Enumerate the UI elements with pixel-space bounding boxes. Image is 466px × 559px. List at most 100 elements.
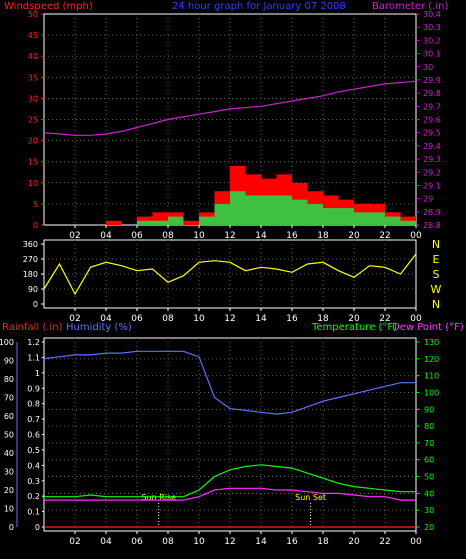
climate-time-tick-label: 02: [69, 537, 80, 547]
rainfall-y-tick-label: 0.1: [27, 508, 40, 517]
climate-time-tick-label: 12: [224, 537, 235, 547]
humidity-y-tick-label: 20: [4, 486, 14, 495]
temperature-y-tick-label: 110: [424, 372, 439, 381]
wind-y-tick-label: 25: [28, 116, 38, 125]
wind-time-tick-label: 02: [69, 231, 80, 241]
wind-gust-bar: [183, 220, 199, 225]
wind-time-tick-label: 10: [193, 231, 205, 241]
direction-compass-label: N: [432, 238, 440, 251]
wind-time-tick-label: 20: [348, 231, 360, 241]
direction-time-tick-label: 10: [193, 314, 205, 324]
temperature-axis-label: Temperature (°F): [311, 322, 397, 333]
wind-y-tick-label: 20: [28, 137, 38, 146]
temperature-y-tick-label: 20: [424, 523, 434, 532]
direction-time-tick-label: 18: [317, 314, 329, 324]
direction-degree-label: 360: [23, 240, 38, 249]
wind-direction-line: [43, 253, 417, 296]
direction-degree-label: 90: [28, 285, 38, 294]
rainfall-y-tick-label: 0.7: [27, 415, 40, 424]
wind-average-bar: [168, 216, 184, 225]
wind-average-bar: [338, 208, 354, 225]
direction-degree-label: 0: [33, 300, 38, 309]
direction-compass-label: N: [432, 298, 440, 311]
wind-y-tick-label: 40: [28, 52, 38, 61]
humidity-y-tick-label: 30: [4, 468, 14, 477]
sun-event-label: Sun Rise: [141, 493, 176, 502]
humidity-line: [43, 350, 416, 415]
humidity-y-tick-label: 90: [4, 357, 14, 366]
wind-average-bar: [292, 199, 308, 225]
direction-compass-label: E: [433, 253, 440, 266]
rainfall-y-tick-label: 1: [35, 369, 40, 378]
climate-time-tick-label: 08: [162, 537, 174, 547]
humidity-axis-label: Humidity (%): [66, 322, 132, 333]
temperature-y-tick-label: 70: [424, 439, 434, 448]
direction-compass-label: W: [431, 283, 442, 296]
barometer-line: [43, 80, 417, 136]
wind-time-tick-label: 16: [286, 231, 298, 241]
wind-time-tick-label: 04: [100, 231, 112, 241]
wind-time-tick-label: 08: [162, 231, 174, 241]
baro-y-tick-label: 29.2: [423, 168, 441, 177]
direction-time-tick-label: 04: [100, 314, 112, 324]
baro-y-tick-label: 30.1: [423, 50, 441, 59]
wind-y-tick-label: 45: [28, 31, 38, 40]
direction-time-tick-label: 02: [69, 314, 80, 324]
rainfall-y-tick-label: 0.3: [27, 477, 40, 486]
temperature-y-tick-label: 50: [424, 473, 434, 482]
rainfall-y-tick-label: 0.8: [27, 400, 40, 409]
rainfall-y-tick-label: 0.6: [27, 431, 40, 440]
wind-average-bar: [137, 220, 153, 225]
wind-gust-bar: [106, 220, 122, 225]
wind-average-bar: [400, 220, 416, 225]
direction-degree-label: 180: [23, 270, 38, 279]
direction-time-tick-label: 20: [348, 314, 360, 324]
rainfall-y-tick-label: 0.9: [27, 384, 40, 393]
wind-time-tick-label: 12: [224, 231, 235, 241]
baro-y-tick-label: 29.5: [423, 129, 441, 138]
temperature-y-tick-label: 130: [424, 338, 439, 347]
direction-chart: 0 N 90 W 180 S 270 E 360 N 02 04 06 08 10 12 14 16 18 20 22 0…: [23, 238, 442, 324]
wind-average-bar: [214, 203, 230, 225]
temperature-line: [44, 464, 416, 498]
baro-y-tick-label: 29.4: [423, 142, 441, 151]
climate-time-tick-label: 20: [348, 537, 360, 547]
wind-average-bar: [354, 212, 370, 225]
wind-average-bar: [230, 191, 246, 225]
windspeed-axis-label: Windspeed (mph): [4, 1, 93, 12]
wind-average-bar: [323, 208, 339, 225]
wind-y-tick-label: 5: [33, 200, 38, 209]
direction-time-tick-label: 16: [286, 314, 298, 324]
climate-time-tick-label: 04: [100, 537, 112, 547]
barometer-axis-label: Barometer (.in): [372, 1, 448, 12]
temperature-y-tick-label: 40: [424, 489, 434, 498]
temperature-y-tick-label: 30: [424, 506, 434, 515]
humidity-y-tick-label: 80: [4, 375, 14, 384]
climate-time-tick-label: 22: [379, 537, 390, 547]
temperature-y-tick-label: 60: [424, 456, 434, 465]
direction-time-tick-label: 08: [162, 314, 174, 324]
direction-time-tick-label: 06: [131, 314, 143, 324]
wind-y-tick-label: 0: [33, 221, 38, 230]
baro-y-tick-label: 29.6: [423, 116, 441, 125]
humidity-y-tick-label: 70: [4, 394, 14, 403]
temperature-y-tick-label: 120: [424, 355, 439, 364]
rainfall-axis-label: Rainfall (.in): [2, 322, 63, 333]
wind-y-tick-label: 35: [28, 73, 38, 82]
climate-time-tick-label: 14: [255, 537, 267, 547]
rainfall-y-tick-label: 1.1: [27, 353, 40, 362]
wind-average-bar: [307, 203, 323, 225]
baro-y-tick-label: 29.8: [423, 89, 441, 98]
humidity-y-tick-label: 60: [4, 412, 14, 421]
baro-y-tick-label: 29.3: [423, 155, 441, 164]
baro-y-tick-label: 30.2: [423, 36, 441, 45]
humidity-y-tick-label: 100: [0, 338, 14, 347]
baro-y-tick-label: 28.9: [423, 208, 441, 217]
direction-time-tick-label: 14: [255, 314, 267, 324]
wind-time-tick-label: 22: [379, 231, 390, 241]
humidity-y-tick-label: 50: [4, 431, 14, 440]
climate-time-tick-label: 18: [317, 537, 329, 547]
climate-time-tick-label: 00: [410, 537, 422, 547]
wind-average-bar: [245, 195, 261, 225]
